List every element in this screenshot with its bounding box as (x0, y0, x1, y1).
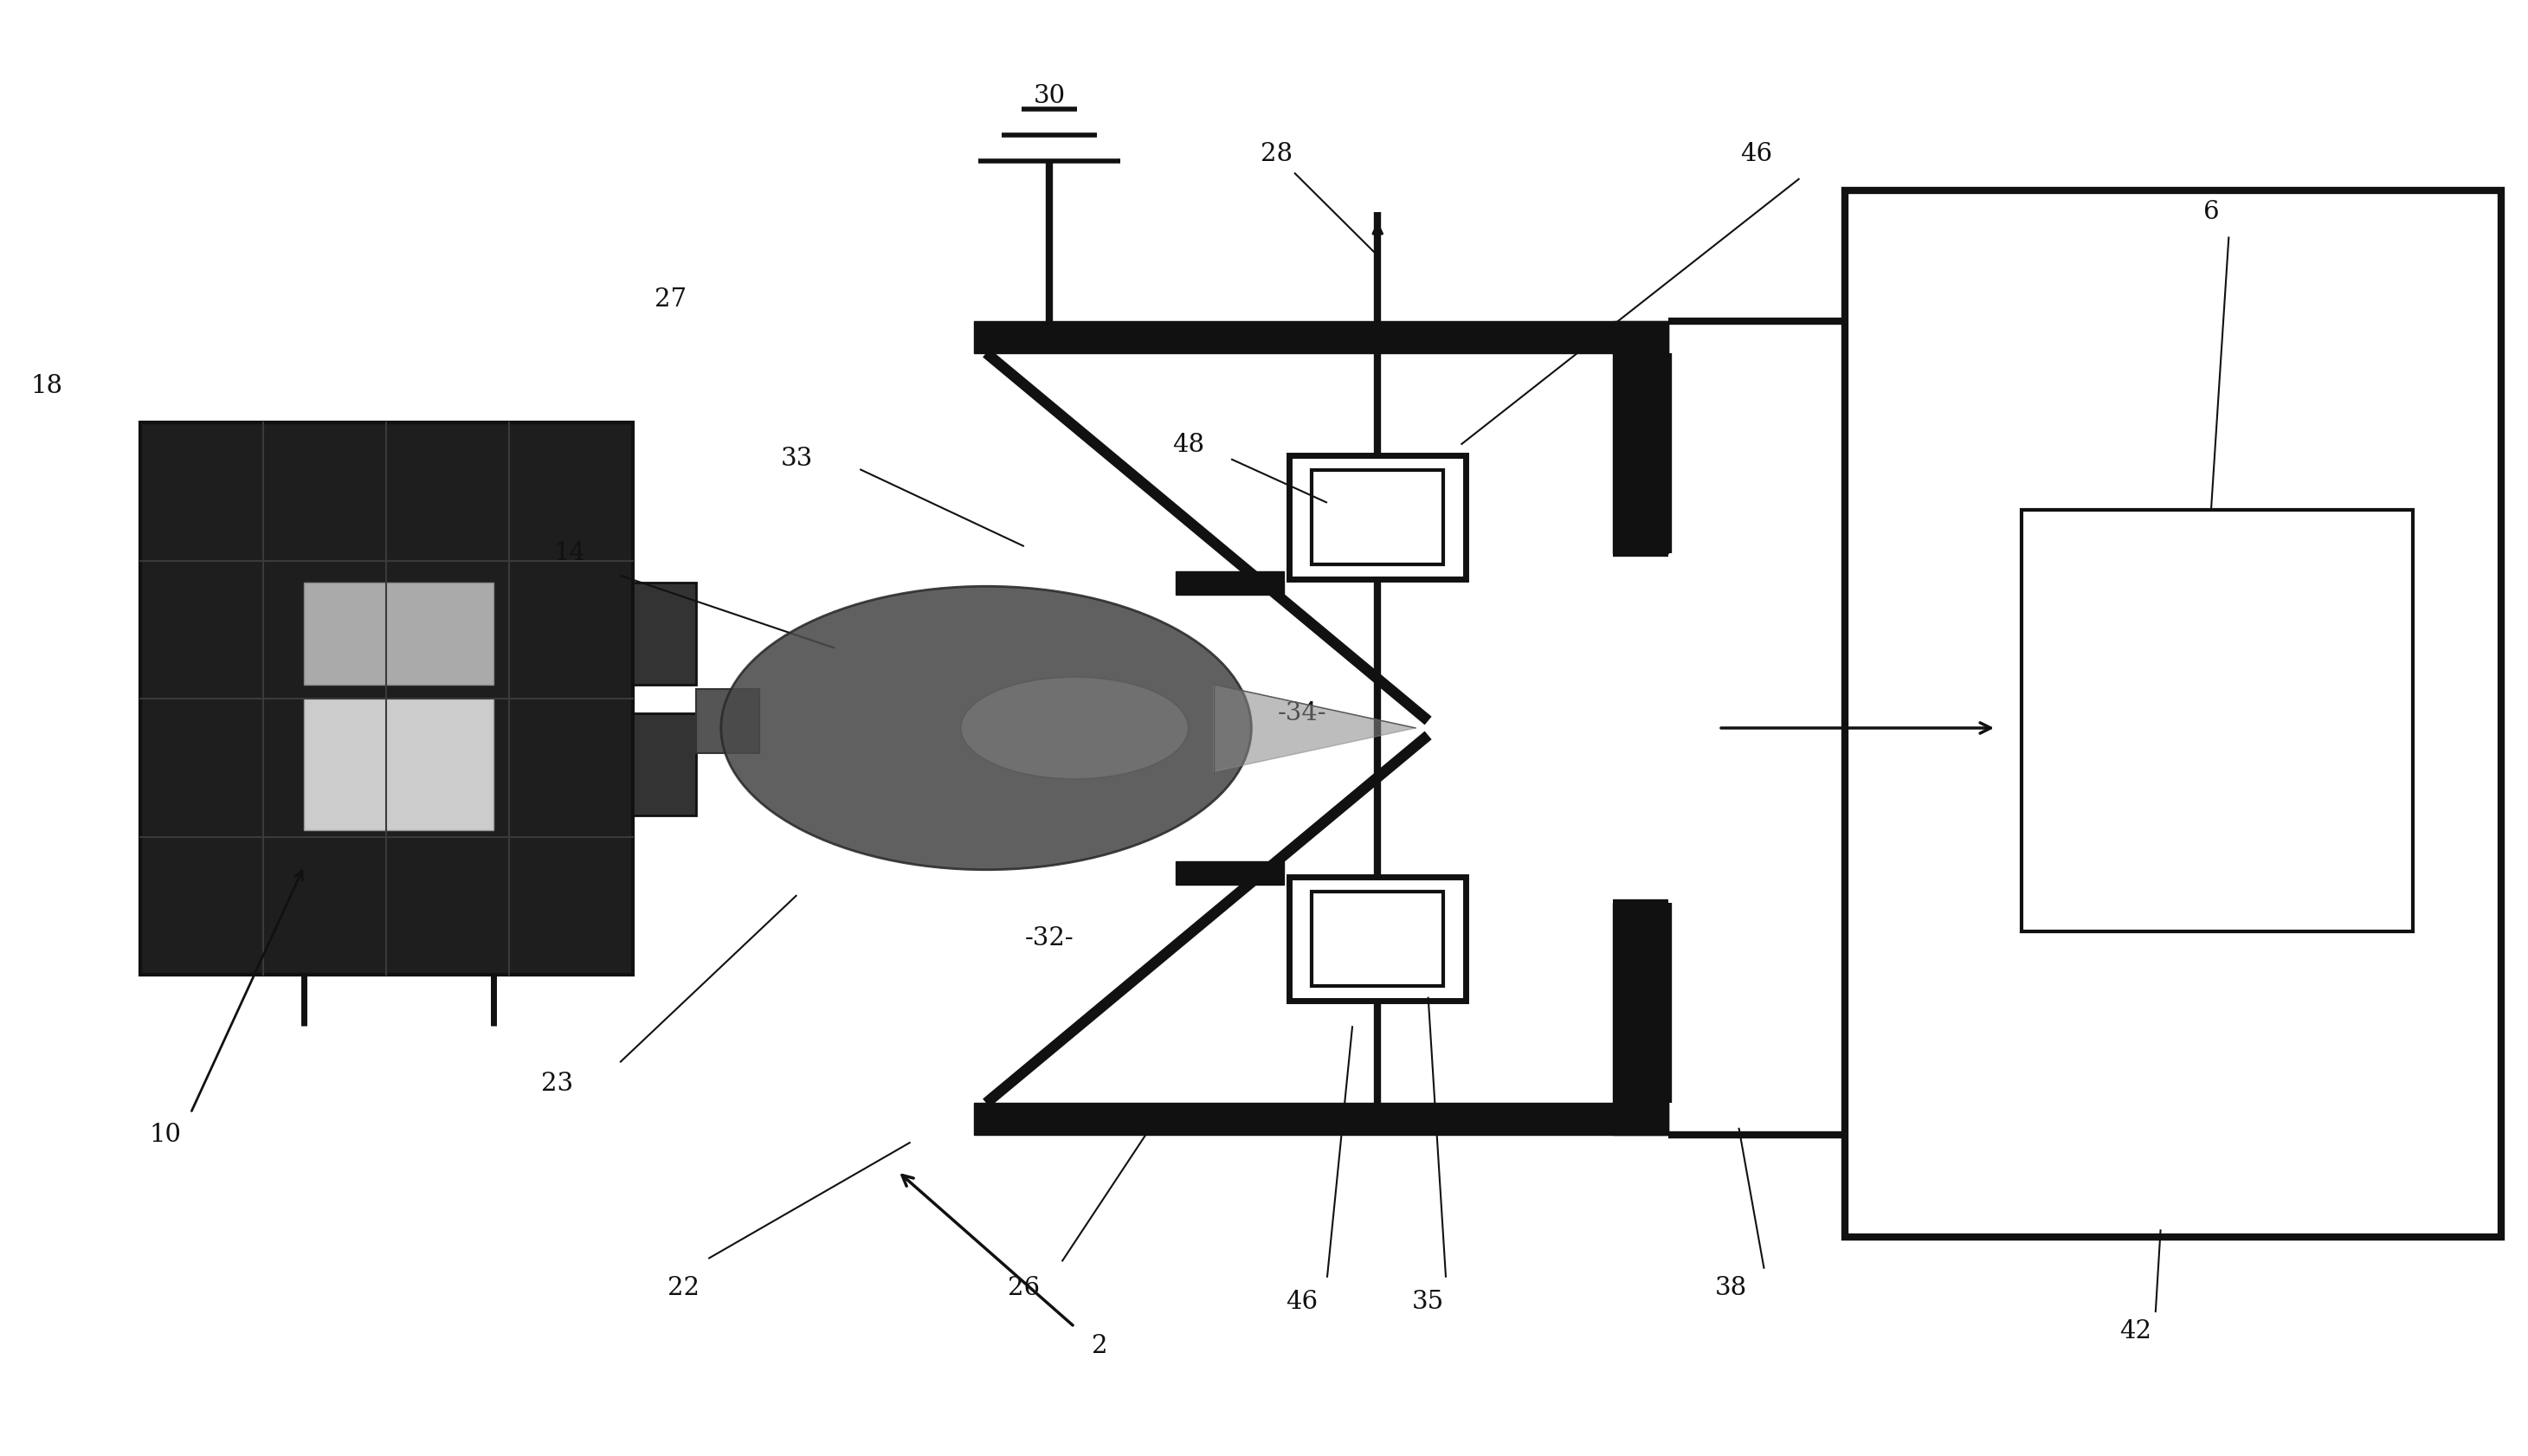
Bar (632, 582, 695, 684)
Text: 14: 14 (554, 542, 586, 566)
Text: 30: 30 (1034, 83, 1064, 108)
Text: 23: 23 (541, 1072, 574, 1096)
Bar (1613, 903, 1668, 1136)
Text: 2: 2 (1092, 1334, 1107, 1358)
Text: 46: 46 (1287, 1290, 1317, 1315)
Bar (632, 713, 695, 815)
Text: 28: 28 (1261, 141, 1292, 166)
Text: 22: 22 (667, 1275, 700, 1300)
Text: 46: 46 (1739, 141, 1772, 166)
Bar (303, 699, 493, 830)
Text: 26: 26 (1009, 1275, 1039, 1300)
Bar (1312, 891, 1443, 986)
Bar (973, 320, 1668, 352)
Text: 38: 38 (1714, 1275, 1747, 1300)
Text: 33: 33 (781, 447, 814, 472)
Bar (1845, 191, 2503, 1236)
Text: 18: 18 (30, 374, 63, 399)
Bar (695, 689, 758, 753)
Text: 35: 35 (1413, 1290, 1443, 1315)
Text: -34-: -34- (1277, 702, 1327, 725)
Bar (2022, 510, 2414, 932)
Ellipse shape (720, 587, 1251, 869)
Bar (303, 582, 493, 684)
Text: -32-: -32- (1024, 926, 1074, 951)
Text: 48: 48 (1173, 432, 1203, 457)
Bar (1176, 571, 1284, 594)
Text: 42: 42 (2118, 1319, 2151, 1344)
Bar (973, 1104, 1668, 1136)
Bar (139, 422, 632, 976)
Text: 10: 10 (149, 1123, 182, 1147)
Bar (1176, 862, 1284, 885)
Ellipse shape (961, 677, 1188, 779)
Bar (1289, 877, 1466, 1000)
Bar (1289, 456, 1466, 579)
Text: 6: 6 (2202, 199, 2220, 224)
Text: 27: 27 (655, 287, 688, 312)
Bar (1613, 320, 1668, 553)
Polygon shape (1213, 684, 1416, 772)
Bar (1312, 470, 1443, 565)
